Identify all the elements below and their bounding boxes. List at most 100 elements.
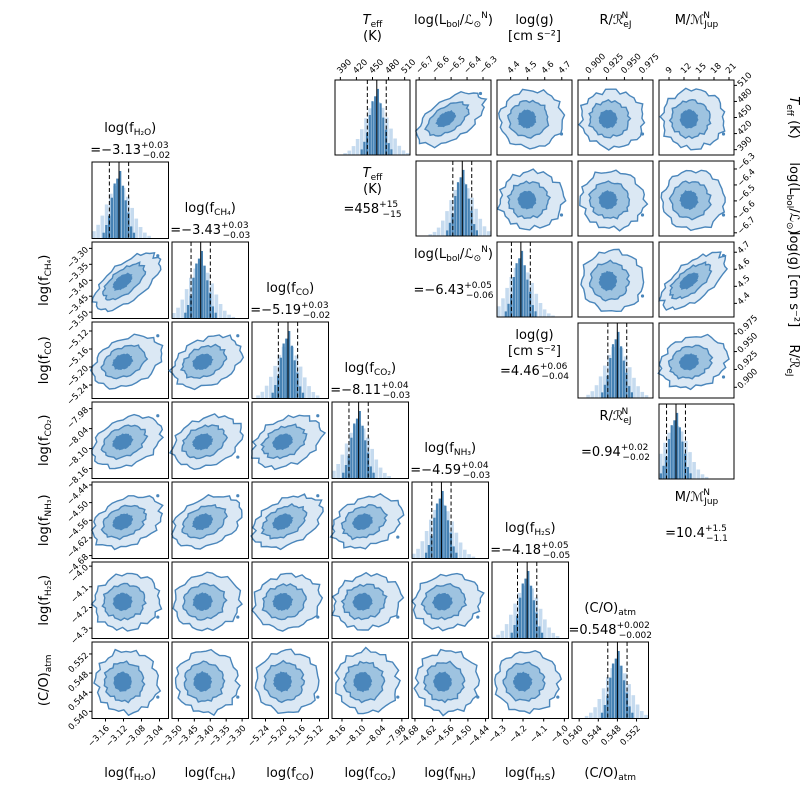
hist-bar-light — [138, 227, 143, 239]
hist-bar — [523, 265, 526, 317]
top-label-line2: (K) — [363, 29, 382, 44]
tick-label: 420 — [351, 58, 370, 77]
panel-fCO2-CO: −8.16−8.10−8.04−7.98 — [323, 641, 409, 749]
contour-level-3 — [112, 433, 134, 451]
hist-bar — [424, 552, 428, 559]
hist-bar — [282, 343, 285, 399]
upper-panel-logg-Teff: 4.4 4.5 4.6 4.7 — [496, 59, 573, 156]
diag-title-fH2O: log(fH₂O) — [104, 121, 156, 138]
hist-bar-light — [210, 283, 214, 319]
outlier-point — [640, 213, 645, 217]
outlier-point — [721, 132, 726, 136]
hist-bar — [521, 583, 524, 639]
tick-label: −8.10 — [65, 445, 91, 471]
diag-title-fNH3: log(fNH₃) — [424, 441, 476, 458]
hist-bar — [465, 184, 468, 236]
upper-diag-label-R: R/ℛeJN — [600, 407, 632, 426]
hist-bar-light — [143, 232, 147, 239]
hist-bar — [299, 386, 302, 399]
contour-fCH4-fNH3 — [171, 493, 243, 550]
contour-level-3 — [191, 433, 214, 451]
upper-panel-R-logg — [577, 241, 654, 318]
hist-bar-light — [214, 294, 219, 319]
hist-bar-light — [603, 365, 607, 398]
panel-CO-CO: (C/O)atm=0.548+0.002 −0.0020.5400.5440.54… — [561, 601, 652, 748]
tick-label: 0.975 — [736, 313, 760, 337]
hist-bar — [617, 651, 620, 719]
hist-bar — [363, 141, 366, 155]
upper-top-label-M: M/ℳJupN — [675, 11, 719, 30]
hist-bar-light — [542, 309, 547, 317]
upper-histogram-Teff — [343, 80, 410, 155]
hist-bar-light — [347, 150, 352, 155]
contour-level-3 — [272, 433, 294, 451]
hist-bar-light — [436, 227, 441, 236]
lower-corner-plot: log(fH₂O) =−3.13+0.03 −0.02 −3.50−3.45−3.40… — [37, 121, 652, 783]
contour-fCO-fNH3 — [250, 493, 324, 551]
outlier-point — [476, 615, 480, 619]
hist-bar — [606, 375, 609, 398]
hist-bar — [344, 465, 348, 479]
diag-value-fNH3: =−4.59+0.04 −0.03 — [410, 461, 490, 481]
contour-level-3 — [192, 592, 213, 611]
panel-fNH3-fNH3: log(fNH₃) =−4.59+0.04 −0.03 — [410, 441, 490, 559]
hist-bar — [274, 385, 277, 399]
hist-bar-light — [176, 307, 180, 319]
upper-contour-logg-Lbol — [496, 168, 567, 231]
x-axis-label-fNH3: log(fNH₃) — [424, 766, 476, 783]
hist-bar-light — [449, 200, 453, 236]
hist-bar — [360, 149, 363, 155]
upper-diag-label-Teff: Teff(K) — [363, 166, 383, 197]
hist-bar — [520, 250, 524, 317]
hist-bar — [504, 311, 507, 317]
contour-fCH4-fCO2 — [168, 413, 244, 471]
right-label-logg: log(g) [cm s⁻²] — [786, 232, 801, 327]
contour-fCH4-CO — [174, 648, 241, 717]
panel-fCH4-fH2S — [171, 561, 249, 639]
hist-bar-light — [401, 150, 406, 155]
hist-bar-light — [428, 234, 433, 236]
panel-fNH3-CO: −4.68−4.62−4.56−4.50−4.44 — [396, 641, 492, 749]
tick-label: 0.552 — [619, 724, 643, 748]
histogram-CO — [584, 642, 648, 719]
hist-bar — [515, 263, 518, 317]
upper-panel-R-R: =0.94+0.02 −0.02 — [577, 322, 654, 463]
tick-label: −4.3 — [69, 625, 91, 647]
tick-label: 15 — [694, 61, 709, 76]
hist-bar-light — [640, 391, 645, 398]
hist-bar — [532, 600, 535, 639]
outlier-point — [236, 455, 240, 459]
hist-bar — [620, 346, 623, 398]
contour-fH2S-CO — [494, 649, 563, 715]
hist-bar — [296, 372, 299, 399]
histogram-fCH4 — [172, 242, 236, 319]
upper-contour-Lbol-Teff — [415, 90, 488, 149]
upper-contour-M-Lbol — [660, 169, 726, 232]
panel-frame — [577, 79, 654, 156]
diag-value-fCH4: =−3.43+0.03 −0.03 — [170, 221, 250, 241]
hist-bar — [614, 339, 617, 398]
panel-fCO-CO: −5.24−5.20−5.16−5.12 — [246, 641, 329, 749]
hist-bar — [473, 224, 476, 236]
hist-bar — [609, 677, 612, 719]
hist-bar — [622, 360, 625, 398]
hist-bar — [531, 305, 534, 317]
histogram-fH2O — [92, 162, 151, 239]
panel-frame — [171, 321, 249, 399]
hist-bar-light — [644, 714, 648, 719]
upper-panel-R-Lbol — [577, 160, 654, 237]
hist-bar-light — [432, 231, 437, 236]
hist-bar — [673, 420, 676, 479]
hist-bar-light — [315, 395, 320, 399]
hist-bar-light — [374, 459, 379, 479]
panel-frame — [171, 481, 249, 559]
upper-diag-label-Lbol: log(Lbol/ℒ⊙N) — [414, 245, 493, 264]
contour-fCH4-fH2S — [172, 571, 243, 632]
diag-name: Teff — [363, 166, 383, 183]
hist-bar — [110, 197, 113, 239]
upper-panel-logg-logg: =4.46+0.06 −0.04 — [496, 241, 573, 382]
upper-value-M: =10.4+1.5 −1.1 — [665, 524, 728, 544]
hist-bar — [121, 185, 125, 239]
hist-bar — [271, 392, 274, 399]
outlier-point — [396, 615, 400, 619]
